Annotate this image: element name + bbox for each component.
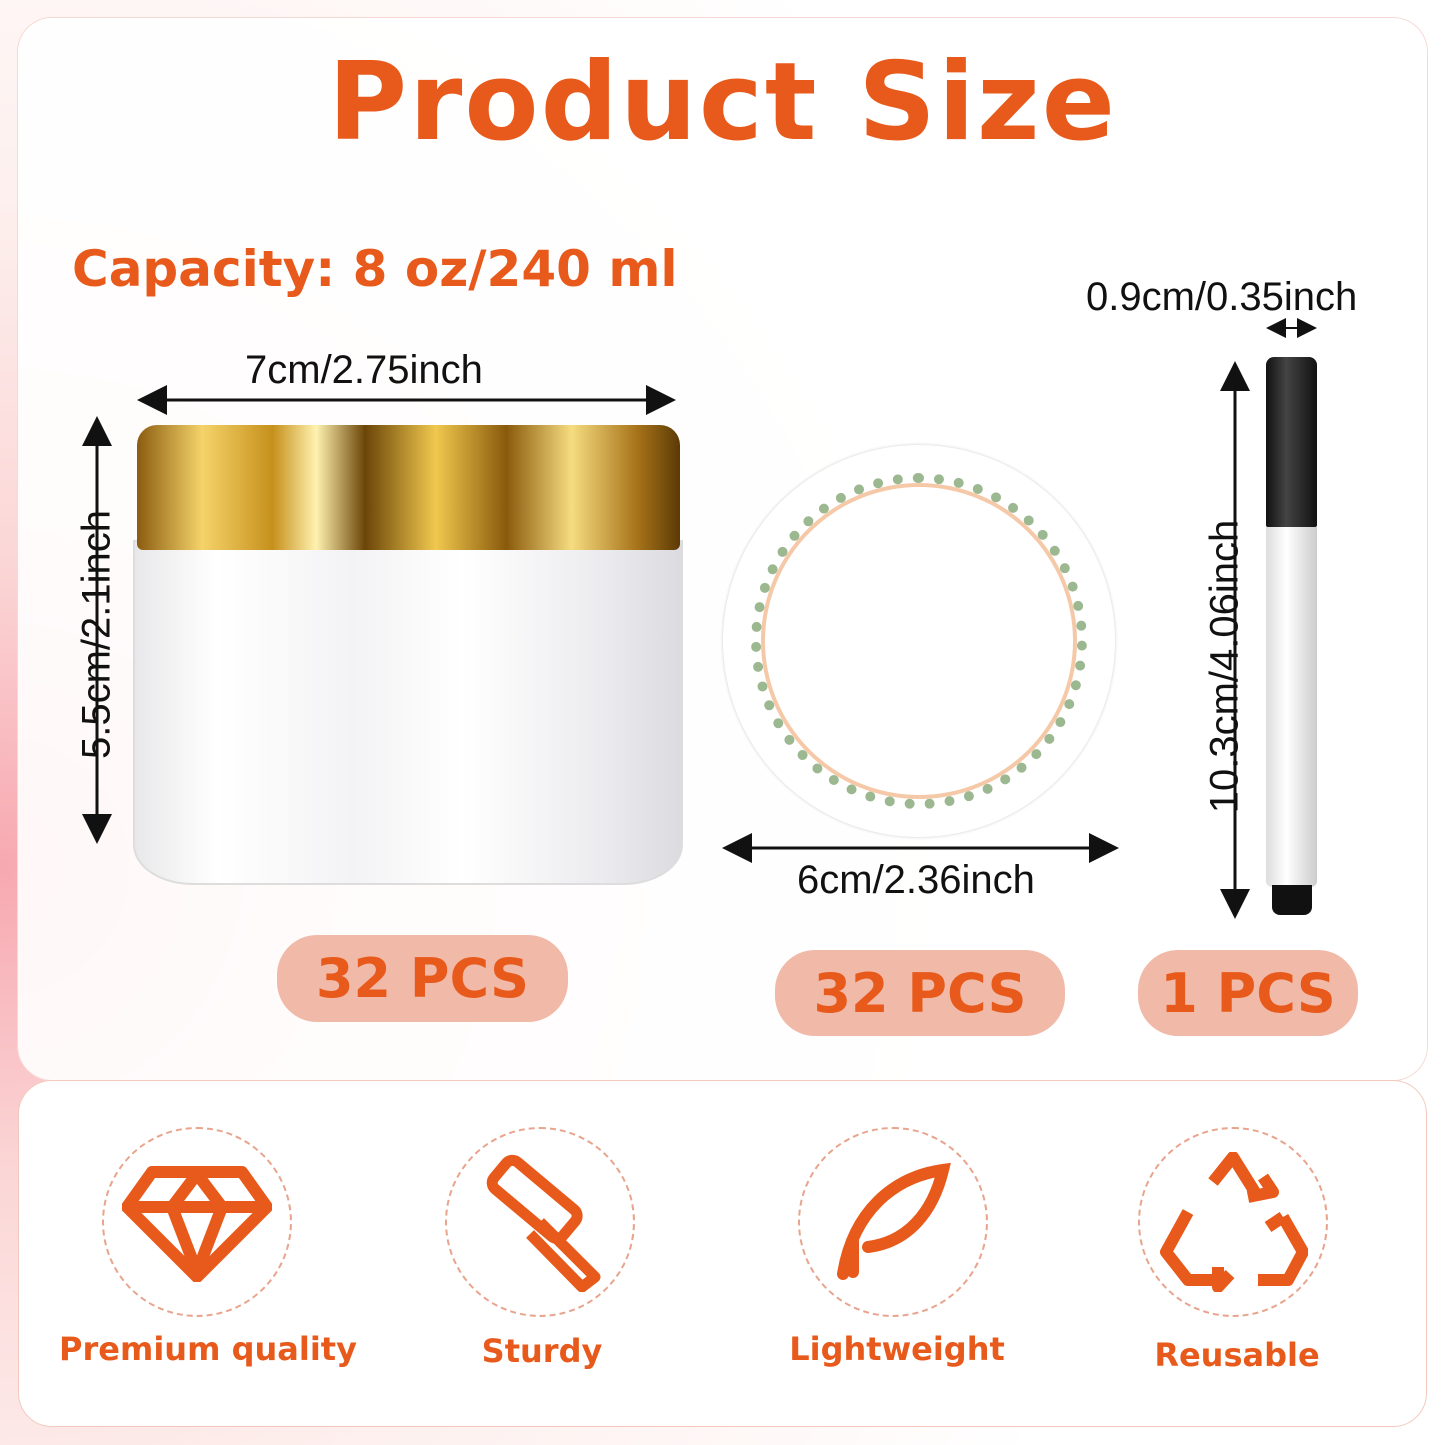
label-count-badge: 32 PCS bbox=[775, 950, 1065, 1036]
capacity-text: Capacity: 8 oz/240 ml bbox=[72, 240, 678, 298]
jar-count-badge: 32 PCS bbox=[277, 935, 568, 1022]
feature-label-lightweight: Lightweight bbox=[789, 1330, 1005, 1368]
jar-height-label: 5.5cm/2.1inch bbox=[74, 509, 119, 760]
label-sticker-image bbox=[723, 445, 1115, 837]
marker-length-label: 10.3cm/4.06inch bbox=[1202, 519, 1247, 814]
marker-width-label: 0.9cm/0.35inch bbox=[1086, 275, 1358, 319]
diamond-icon bbox=[102, 1127, 292, 1317]
feature-label-reusable: Reusable bbox=[1154, 1336, 1320, 1374]
hammer-icon bbox=[445, 1127, 635, 1317]
feature-label-sturdy: Sturdy bbox=[481, 1332, 603, 1370]
feather-icon bbox=[798, 1127, 988, 1317]
recycle-icon bbox=[1138, 1127, 1328, 1317]
feature-label-premium: Premium quality bbox=[59, 1330, 357, 1368]
label-width-label: 6cm/2.36inch bbox=[797, 858, 1035, 902]
page-title: Product Size bbox=[328, 40, 1117, 165]
marker-count-badge: 1 PCS bbox=[1138, 950, 1358, 1036]
jar-width-label: 7cm/2.75inch bbox=[245, 348, 483, 392]
